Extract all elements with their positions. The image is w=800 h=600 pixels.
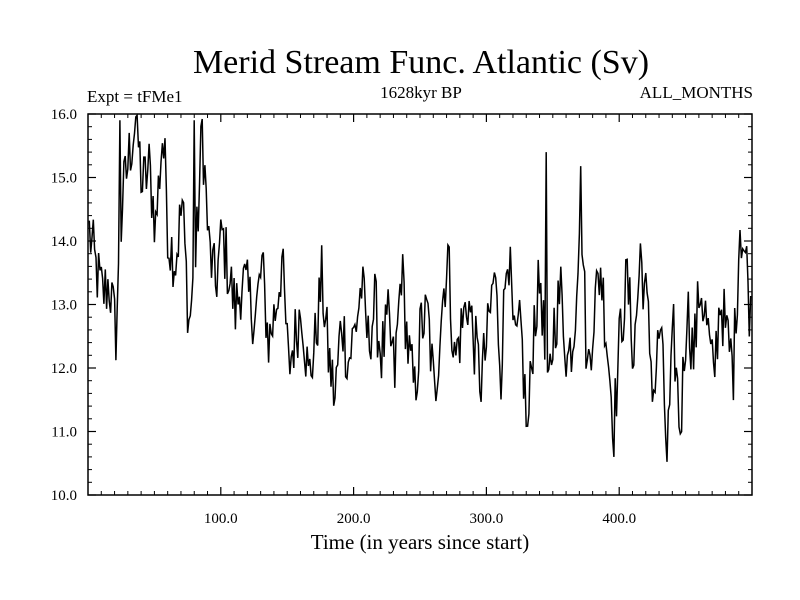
- y-tick-label: 10.0: [51, 488, 77, 504]
- y-axis: 10.0 11.0 12.0 13.0 14.0 15.0 16.0: [51, 107, 752, 504]
- y-tick-label: 13.0: [51, 298, 77, 314]
- y-tick-label: 11.0: [51, 425, 77, 441]
- months-label: ALL_MONTHS: [640, 83, 753, 102]
- x-axis: 100.0 200.0 300.0 400.0: [100, 114, 740, 527]
- experiment-label: Expt = tFMe1: [87, 87, 183, 106]
- series-line: [88, 113, 752, 462]
- x-tick-label: 200.0: [337, 511, 371, 527]
- x-tick-label: 400.0: [602, 511, 636, 527]
- x-tick-label: 300.0: [470, 511, 504, 527]
- y-tick-label: 12.0: [51, 361, 77, 377]
- plot-frame: [87, 113, 753, 496]
- y-tick-label: 16.0: [51, 107, 77, 123]
- period-label: 1628kyr BP: [380, 83, 462, 102]
- chart-title: Merid Stream Func. Atlantic (Sv): [193, 44, 649, 81]
- x-tick-label: 100.0: [204, 511, 238, 527]
- x-axis-label: Time (in years since start): [311, 530, 530, 554]
- y-tick-label: 14.0: [51, 234, 77, 250]
- y-tick-label: 15.0: [51, 171, 77, 187]
